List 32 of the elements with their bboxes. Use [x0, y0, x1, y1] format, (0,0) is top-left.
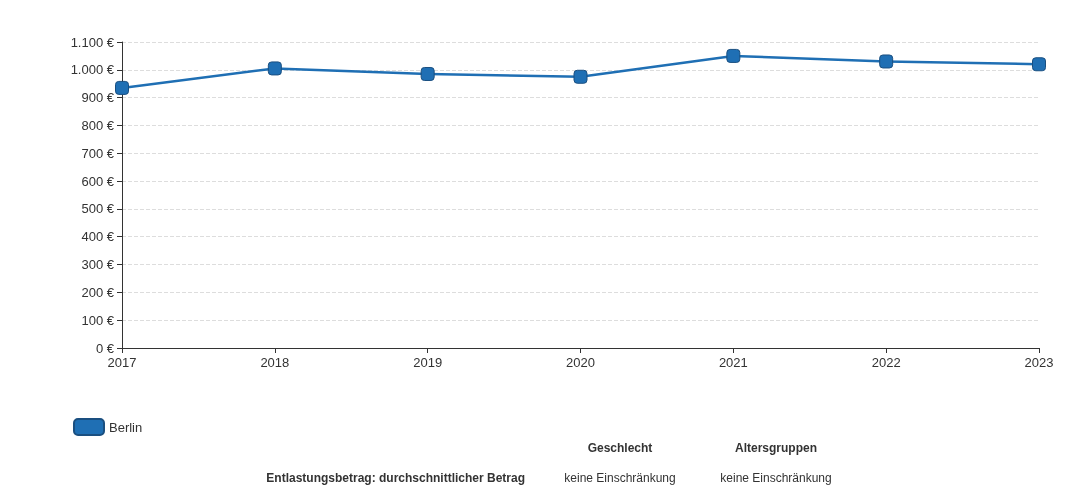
y-tick-label: 1.000 € [70, 62, 115, 78]
y-tick-label: 1.100 € [70, 34, 115, 50]
text: keine Einschränkung [564, 471, 676, 485]
text: Entlastungsbetrag: durchschnittlicher Betrag [266, 471, 525, 485]
y-tick-label: 500 € [81, 201, 115, 217]
point [879, 54, 894, 69]
x-tick-label: 2023 [1024, 355, 1054, 370]
x-tick-label: 2022 [871, 355, 901, 370]
y-tick-label: 400 € [81, 229, 115, 245]
text: Geschlecht [587, 441, 653, 455]
x-tick-label: 2018 [260, 355, 290, 370]
point [573, 69, 588, 84]
point [115, 80, 129, 95]
x-tick-label: 2019 [413, 355, 443, 370]
y-tick-label: 600 € [81, 173, 115, 189]
point [726, 48, 741, 63]
text: keine Einschränkung [720, 471, 832, 485]
y-tick-label: 800 € [81, 117, 115, 133]
x-tick-label: 2021 [718, 355, 748, 370]
point [1032, 57, 1046, 72]
y-tick-label: 0 € [95, 340, 115, 356]
y-tick-label: 900 € [81, 90, 115, 106]
y-tick-label: 100 € [81, 312, 115, 328]
legend-label: Berlin [109, 419, 143, 435]
y-tick-label: 300 € [81, 257, 115, 273]
text: Altersgruppen [734, 441, 818, 455]
point [420, 66, 435, 81]
x-tick-label: 2020 [566, 355, 595, 370]
x-tick-label: 2017 [107, 355, 137, 370]
point [267, 61, 282, 76]
y-tick-label: 200 € [81, 284, 115, 300]
y-tick-label: 700 € [81, 145, 115, 161]
